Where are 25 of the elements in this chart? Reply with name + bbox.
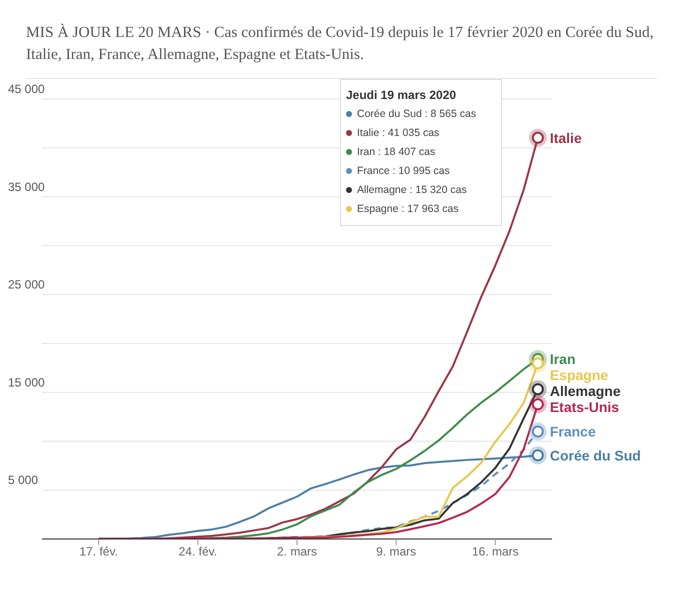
series-label: Allemagne: [550, 383, 621, 400]
y-tick-label: 5 000: [8, 473, 38, 488]
y-tick-label: 15 000: [8, 375, 46, 390]
y-tick-label: 35 000: [8, 180, 46, 194]
chart-title: MIS À JOUR LE 20 MARS · Cas confirmés de Covid-19 depuis le 17 février 2020 en Corée du Sud, Italie, Iran, France, Allemagne, Espagne et Etats-Unis.: [25, 22, 655, 65]
x-tick-label: 17. fév.: [79, 544, 118, 559]
series-label: Espagne: [550, 367, 608, 384]
annotation: France : 10 995 cas: [357, 165, 450, 177]
annotation: Corée du Sud : 8 565 cas: [357, 108, 476, 120]
x-tick-label: 2. mars: [276, 544, 318, 559]
x-tick-label: 24. fév.: [178, 544, 218, 559]
x-tick-label: 9. mars: [376, 544, 416, 559]
series-label: Corée du Sud: [550, 447, 641, 464]
y-tick-label: 25 000: [8, 278, 46, 292]
x-tick-label: 16. mars: [472, 544, 519, 559]
y-tick-label: 45 000: [8, 82, 46, 96]
series-label: Iran: [550, 351, 576, 368]
annotation: Iran : 18 407 cas: [357, 146, 436, 158]
annotation: Allemagne : 15 320 cas: [357, 184, 467, 196]
annotation: Italie : 41 035 cas: [357, 127, 440, 139]
series-label: France: [550, 423, 596, 440]
series-label: Italie: [550, 130, 582, 146]
annotation: Espagne : 17 963 cas: [357, 203, 459, 215]
annotation: Jeudi 19 mars 2020: [346, 87, 458, 104]
series-label: Etats-Unis: [550, 399, 620, 416]
